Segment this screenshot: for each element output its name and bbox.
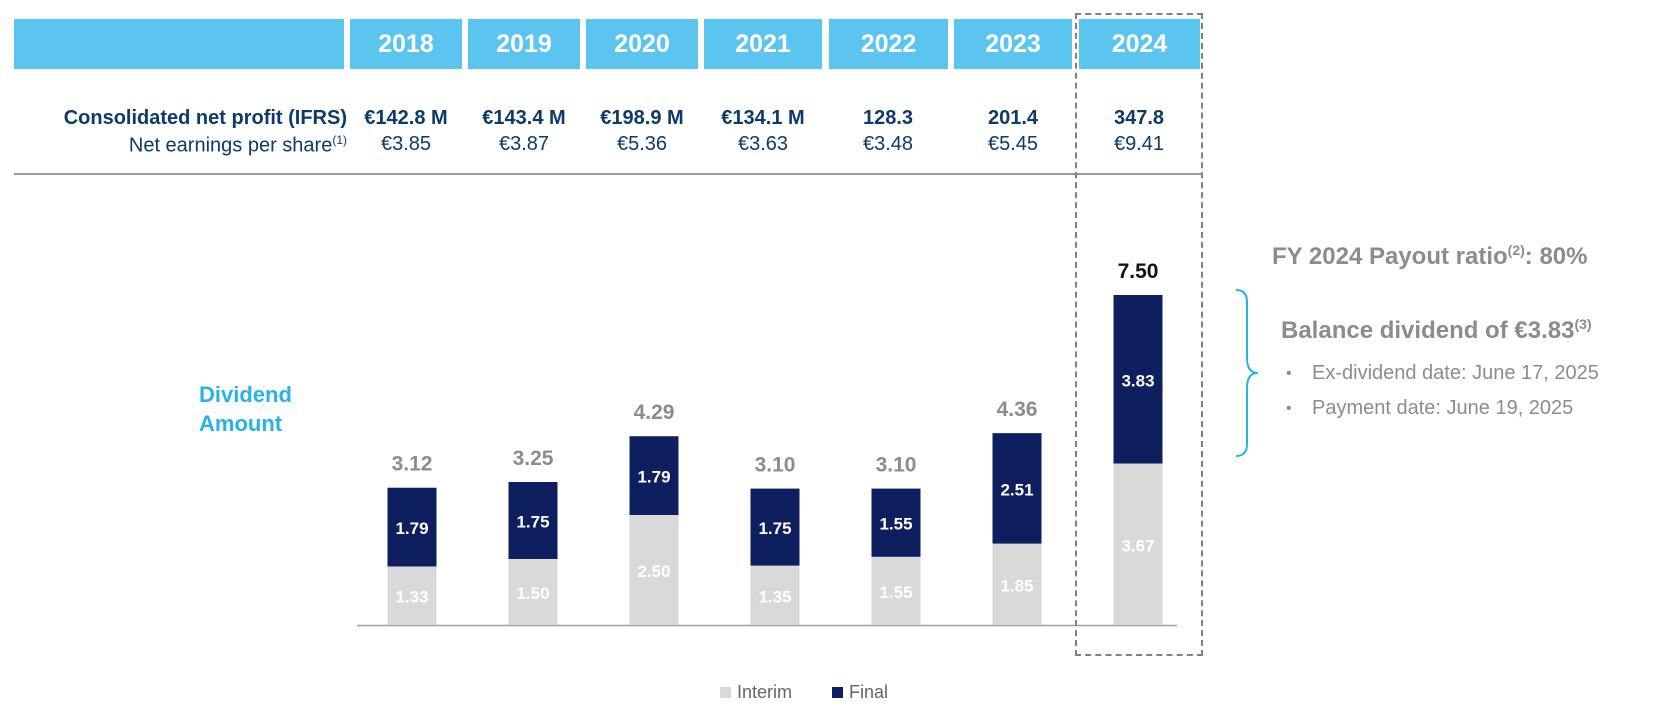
brace-icon [1235, 289, 1259, 457]
header-year-2022: 2022 [829, 19, 948, 69]
balance-footnote-ref: (3) [1574, 316, 1592, 332]
label-final-2019: 1.75 [516, 513, 549, 532]
label-final-2020: 1.79 [637, 468, 670, 487]
eps-2022: €3.48 [862, 133, 914, 155]
bar-final-2024 [1113, 295, 1163, 464]
bar-interim-2018 [387, 566, 437, 625]
chart-legend: Interim Final [720, 682, 888, 703]
label-interim-2022: 1.55 [879, 583, 912, 602]
dividend-amount-label: Dividend Amount [199, 380, 292, 438]
label-final-2024: 3.83 [1121, 371, 1154, 390]
label-interim-2024: 3.67 [1121, 536, 1154, 555]
header-year-2018: 2018 [350, 19, 462, 69]
profit-2022: 128.3 [862, 107, 914, 129]
label-total-2024: 7.50 [1118, 260, 1159, 283]
highlight-2024-box [1075, 13, 1203, 656]
label-final-2018: 1.79 [395, 519, 428, 538]
dividend-label-line-2: Amount [199, 411, 283, 436]
ex-dividend-date: Ex-dividend date: June 17, 2025 [1312, 362, 1599, 384]
dividend-dates-list: • Ex-dividend date: June 17, 2025 • Paymen… [1286, 356, 1599, 426]
legend-item-final: Final [832, 682, 888, 703]
payout-text: FY 2024 Payout ratio [1272, 243, 1508, 270]
profit-2019: €143.4 M [482, 107, 566, 129]
payout-footnote-ref: (2) [1507, 242, 1525, 258]
label-final-2021: 1.75 [758, 519, 791, 538]
payment-date: Payment date: June 19, 2025 [1312, 397, 1574, 419]
header-year-2024: 2024 [1079, 19, 1200, 69]
label-interim-2021: 1.35 [758, 587, 791, 606]
eps-2024: €9.41 [1113, 133, 1165, 155]
bar-final-2023 [992, 433, 1042, 544]
eps-2019: €3.87 [498, 133, 550, 155]
bar-final-2018 [387, 487, 437, 567]
balance-dividend-heading: Balance dividend of €3.83(3) [1281, 316, 1592, 345]
label-total-2023: 4.36 [997, 398, 1038, 421]
bar-interim-2021 [750, 565, 800, 625]
label-total-2021: 3.10 [755, 454, 796, 477]
legend-item-interim: Interim [720, 682, 792, 703]
legend-swatch-interim [720, 687, 731, 698]
payout-ratio-heading: FY 2024 Payout ratio(2): 80% [1272, 242, 1587, 271]
bar-final-2022 [871, 488, 921, 557]
balance-text: Balance dividend of €3.83 [1281, 317, 1575, 344]
eps-2018: €3.85 [380, 133, 432, 155]
eps-footnote-ref: (1) [332, 133, 347, 147]
eps-2020: €5.36 [616, 133, 668, 155]
bar-interim-2019 [508, 559, 558, 625]
label-interim-2023: 1.85 [1000, 576, 1033, 595]
label-interim-2018: 1.33 [395, 588, 428, 607]
legend-label-interim: Interim [737, 682, 793, 702]
list-item-ex-dividend: • Ex-dividend date: June 17, 2025 [1286, 356, 1599, 391]
header-year-2019: 2019 [468, 19, 580, 69]
header-label-blank [14, 19, 344, 69]
label-total-2019: 3.25 [513, 447, 554, 470]
label-total-2022: 3.10 [876, 454, 917, 477]
bar-interim-2020 [629, 515, 679, 625]
label-final-2023: 2.51 [1000, 480, 1033, 499]
profit-2021: €134.1 M [721, 107, 805, 129]
bar-interim-2024 [1113, 463, 1163, 625]
bar-interim-2022 [871, 556, 921, 625]
profit-2023: 201.4 [987, 107, 1039, 129]
profit-2024: 347.8 [1113, 107, 1165, 129]
bar-interim-2023 [992, 543, 1042, 625]
header-year-2023: 2023 [954, 19, 1072, 69]
row-label-eps-text: Net earnings per share [128, 134, 333, 157]
dividend-label-line-1: Dividend [199, 382, 292, 407]
label-interim-2020: 2.50 [637, 562, 670, 581]
label-interim-2019: 1.50 [516, 584, 549, 603]
payout-value: : 80% [1524, 243, 1588, 270]
header-year-2021: 2021 [704, 19, 822, 69]
eps-2023: €5.45 [987, 133, 1039, 155]
row-label-net-profit: Consolidated net profit (IFRS) [63, 107, 347, 129]
label-total-2020: 4.29 [634, 401, 675, 424]
table-separator [14, 173, 1202, 175]
eps-2021: €3.63 [737, 133, 789, 155]
list-item-payment: • Payment date: June 19, 2025 [1286, 391, 1599, 426]
row-label-eps: Net earnings per share(1) [129, 133, 347, 158]
bar-final-2019 [508, 482, 558, 559]
bar-final-2020 [629, 436, 679, 515]
bullet-icon: • [1286, 364, 1292, 382]
profit-2020: €198.9 M [600, 107, 684, 129]
label-final-2022: 1.55 [879, 515, 912, 534]
bar-final-2021 [750, 488, 800, 566]
bullet-icon: • [1286, 399, 1292, 417]
legend-swatch-final [832, 687, 844, 698]
legend-label-final: Final [849, 682, 889, 702]
header-year-2020: 2020 [586, 19, 698, 69]
label-total-2018: 3.12 [392, 453, 433, 476]
profit-2018: €142.8 M [364, 107, 448, 129]
